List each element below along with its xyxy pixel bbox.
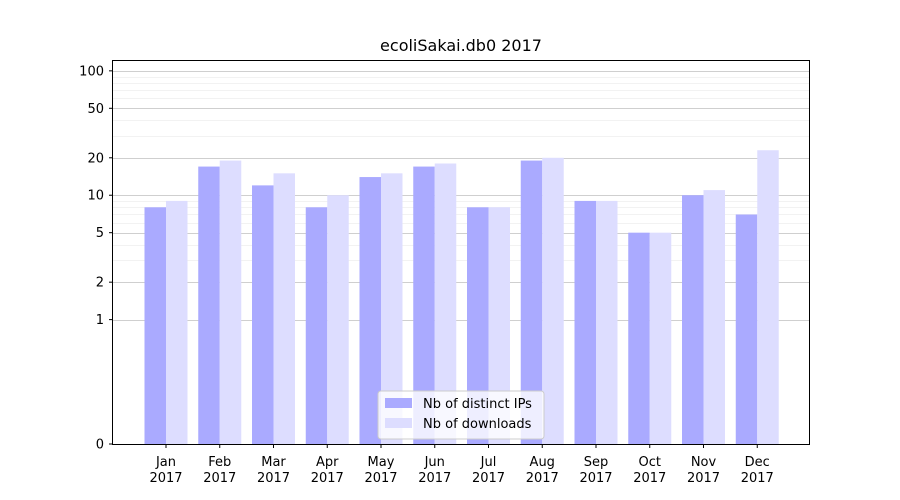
x-axis: Jan2017Feb2017Mar2017Apr2017May2017Jun20… [149,444,774,486]
y-tick-label: 10 [87,189,104,204]
bar-downloads-sep [596,200,618,444]
x-tick-label-year: 2017 [579,471,612,486]
x-tick-label-year: 2017 [257,471,290,486]
bar-ips-may [359,177,381,444]
legend-swatch [385,398,412,408]
x-tick-label-month: Feb [208,455,231,470]
x-tick-label-year: 2017 [364,471,397,486]
y-tick-label: 1 [96,313,104,328]
x-tick-label-year: 2017 [149,471,182,486]
x-tick-label-month: Mar [261,455,286,470]
legend-swatch [385,418,412,428]
bar-downloads-jun [434,163,457,444]
x-tick-label-year: 2017 [687,471,720,486]
bar-downloads-jan [166,200,188,444]
x-tick-label-month: Apr [316,455,339,470]
y-tick-label: 2 [96,276,104,291]
x-tick-label-year: 2017 [203,471,236,486]
bar-downloads-jul [488,207,510,444]
bar-downloads-mar [273,173,295,444]
bar-downloads-dec [757,150,779,445]
plot-area-frame [112,60,810,445]
legend: Nb of distinct IPs Nb of downloads [377,390,545,440]
bar-ips-sep [574,200,596,444]
bar-ips-jun [413,166,435,444]
y-tick-label: 5 [96,226,104,241]
y-tick-label: 0 [96,438,104,453]
legend-box [377,390,545,440]
y-tick-label: 50 [87,102,104,117]
bar-downloads-oct [649,232,672,444]
y-tick-label: 20 [87,151,104,166]
x-tick-label-year: 2017 [526,471,559,486]
bar-downloads-feb [219,160,242,444]
bar-ips-dec [735,214,758,444]
bar-ips-apr [305,207,328,444]
bar-ips-jul [467,207,489,444]
x-tick-label-month: Jun [424,455,445,470]
x-tick-label-month: Jan [155,455,176,470]
bar-ips-mar [252,185,274,444]
x-tick-label-month: Dec [745,455,770,470]
bars [144,150,779,445]
x-tick-label-year: 2017 [311,471,344,486]
x-tick-label-year: 2017 [472,471,505,486]
bar-ips-aug [520,160,543,444]
bar-downloads-aug [542,157,564,444]
x-tick-label-year: 2017 [418,471,451,486]
chart-title: ecoliSakai.db0 2017 [380,36,542,55]
x-tick-label-month: May [368,455,395,470]
legend-label: Nb of distinct IPs [423,397,532,412]
y-axis: 0 1 2 5 10 20 50 100 [79,64,113,453]
bar-ips-feb [198,166,220,444]
x-tick-label-month: Jul [480,455,497,470]
x-tick-label-year: 2017 [741,471,774,486]
bar-ips-nov [682,195,704,444]
bar-ips-oct [628,232,650,444]
bar-downloads-apr [327,195,349,444]
x-tick-label-month: Sep [584,455,609,470]
x-tick-label-month: Oct [639,455,661,470]
bar-downloads-may [381,173,403,444]
bar-downloads-nov [703,190,725,444]
bar-ips-jan [144,207,166,444]
y-tick-label: 100 [79,64,104,79]
x-tick-label-month: Aug [530,455,555,470]
x-tick-label-year: 2017 [633,471,666,486]
x-tick-label-month: Nov [691,455,717,470]
legend-label: Nb of downloads [423,417,532,432]
